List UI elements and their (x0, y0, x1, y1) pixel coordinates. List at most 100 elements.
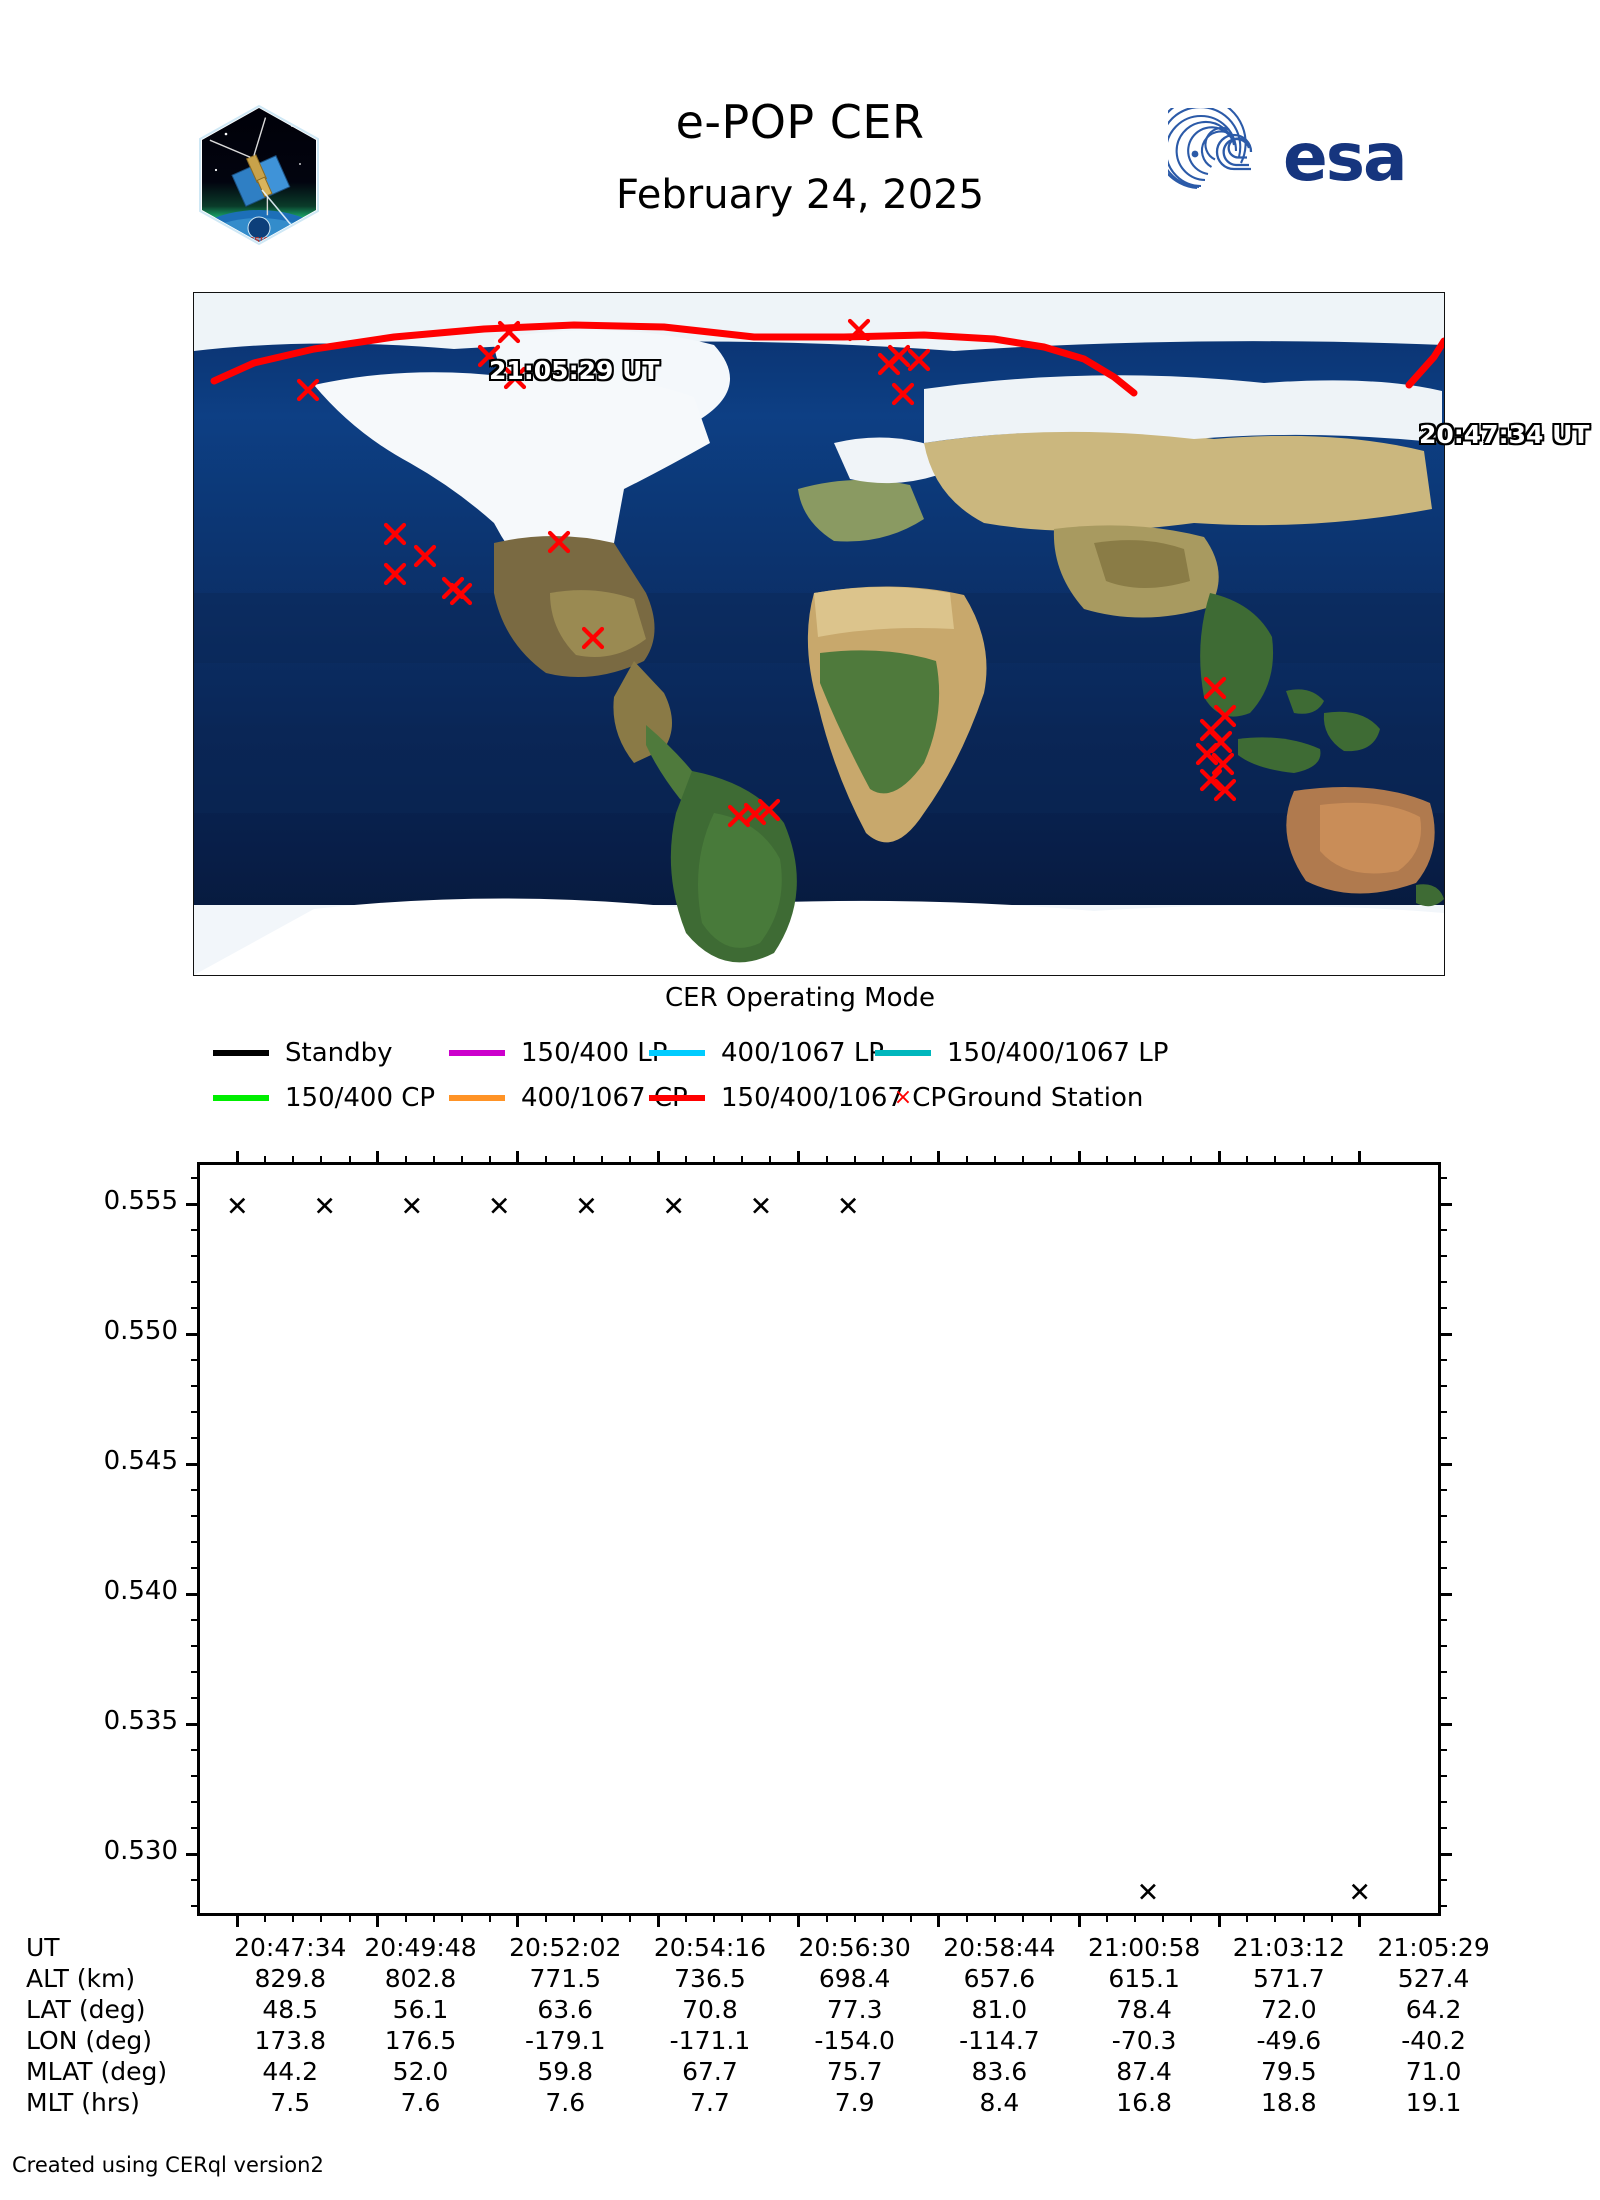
table-cell: 698.4 (818, 1964, 891, 1993)
y-axis-minor-tick (191, 1541, 200, 1543)
y-axis-minor-tick (191, 1385, 200, 1387)
page-header: CASSIOPE e-POP CER February 24, 2025 esa (0, 0, 1600, 280)
table-cell: 736.5 (674, 1964, 746, 1993)
x-axis-minor-tick (320, 1156, 323, 1165)
x-axis-major-tick (376, 1913, 380, 1927)
y-axis-minor-tick (1438, 1541, 1447, 1543)
legend-label: 150/400/1067 CP (721, 1082, 947, 1113)
table-cell: 829.8 (254, 1964, 327, 1993)
x-axis-minor-tick (292, 1156, 295, 1165)
world-map-orbit-track (193, 292, 1445, 976)
y-axis-major-tick (1438, 1592, 1452, 1596)
cassiope-mission-patch-logo: CASSIOPE (196, 104, 322, 246)
y-axis-minor-tick (1438, 1489, 1447, 1491)
data-point-marker: ✕ (313, 1191, 336, 1223)
table-cell: 7.9 (834, 2088, 875, 2117)
x-axis-minor-tick (1246, 1913, 1249, 1922)
x-axis-minor-tick (909, 1156, 912, 1165)
x-axis-minor-tick (601, 1156, 604, 1165)
x-axis-major-tick (937, 1151, 941, 1165)
x-axis-major-tick (516, 1151, 520, 1165)
x-axis-minor-tick (1190, 1913, 1193, 1922)
table-cell: 7.7 (690, 2088, 730, 2117)
x-axis-minor-tick (1134, 1156, 1137, 1165)
y-axis-minor-tick (191, 1359, 200, 1361)
x-axis-minor-tick (432, 1156, 435, 1165)
y-axis-tick-label: 0.550 (103, 1316, 178, 1346)
table-cell: 7.6 (400, 2088, 441, 2117)
legend-color-swatch (213, 1094, 269, 1101)
x-axis-minor-tick (1106, 1913, 1109, 1922)
table-cell: 20:52:02 (509, 1933, 622, 1962)
y-axis-major-tick (1438, 1852, 1452, 1856)
y-axis-minor-tick (191, 1619, 200, 1621)
y-axis-minor-tick (191, 1489, 200, 1491)
table-cell: 52.0 (392, 2057, 449, 2086)
table-row: ALT (km) 829.8 802.8 771.5 736.5 698.4 657.6 61… (26, 1963, 1506, 1994)
map-caption: CER Operating Mode (664, 983, 935, 1013)
x-axis-major-tick (235, 1913, 239, 1927)
table-cell: 56.1 (392, 1995, 449, 2024)
data-point-marker: ✕ (400, 1191, 424, 1223)
table-row-label: ALT (km) (26, 1964, 136, 1993)
x-axis-minor-tick (404, 1156, 407, 1165)
x-axis-major-tick (1217, 1913, 1221, 1927)
table-cell: 802.8 (384, 1964, 457, 1993)
y-axis-minor-tick (1438, 1437, 1447, 1439)
y-axis-minor-tick (191, 1775, 200, 1777)
x-axis-major-tick (796, 1913, 800, 1927)
table-cell: -70.3 (1111, 2026, 1177, 2055)
ephemeris-table: UT 20:47:34 20:49:48 20:52:02 20:54:16 20:56:… (26, 1932, 1506, 2118)
y-axis-minor-tick (191, 1281, 200, 1283)
x-axis-minor-tick (432, 1913, 435, 1922)
table-row-label: UT (26, 1933, 60, 1962)
table-cell: 21:05:29 (1377, 1933, 1490, 1962)
y-axis-minor-tick (191, 1307, 200, 1309)
x-axis-minor-tick (629, 1156, 632, 1165)
table-cell: 7.5 (270, 2088, 311, 2117)
x-axis-minor-tick (993, 1913, 996, 1922)
data-point-marker: ✕ (575, 1191, 598, 1223)
x-axis-minor-tick (629, 1913, 632, 1922)
x-axis-minor-tick (1134, 1913, 1137, 1922)
x-axis-minor-tick (1050, 1913, 1052, 1922)
svg-text:CASSIOPE: CASSIOPE (237, 236, 281, 245)
x-axis-minor-tick (1274, 1913, 1277, 1922)
x-axis-minor-tick (264, 1913, 267, 1922)
legend-label: 150/400 LP (521, 1037, 668, 1068)
x-axis-minor-tick (1021, 1913, 1024, 1922)
x-axis-minor-tick (488, 1913, 491, 1922)
data-point-marker: ✕ (1348, 1877, 1371, 1909)
legend-label: Ground Station (947, 1082, 1144, 1113)
legend-item-150-400-cp: 150/400 CP (213, 1083, 449, 1113)
x-axis-minor-tick (544, 1156, 547, 1165)
x-axis-minor-tick (573, 1913, 576, 1922)
data-point-marker: ✕ (226, 1191, 249, 1223)
table-cell: 75.7 (826, 2057, 883, 2086)
table-cell: 173.8 (254, 2026, 327, 2055)
y-axis-minor-tick (1438, 1567, 1447, 1569)
x-axis-minor-tick (348, 1913, 351, 1922)
y-axis-major-tick (1438, 1722, 1452, 1726)
x-axis-minor-tick (1274, 1156, 1277, 1165)
legend-item-150-400-lp: 150/400 LP (449, 1038, 667, 1068)
table-cell: 571.7 (1253, 1964, 1325, 1993)
operating-mode-legend: Standby 150/400 LP 400/1067 LP 150/400/1067… (213, 1030, 1443, 1120)
y-axis-minor-tick (1438, 1281, 1447, 1283)
y-axis-minor-tick (1438, 1749, 1447, 1751)
x-axis-minor-tick (965, 1156, 968, 1165)
y-axis-minor-tick (1438, 1515, 1447, 1517)
x-axis-minor-tick (1162, 1156, 1165, 1165)
y-axis-minor-tick (1438, 1697, 1447, 1699)
y-axis-minor-tick (191, 1801, 200, 1803)
x-axis-major-tick (1358, 1913, 1362, 1927)
table-cell: 70.8 (682, 1995, 738, 2024)
table-cell: 20:54:16 (653, 1933, 767, 1962)
table-cell: 48.5 (262, 1995, 319, 2024)
y-axis-minor-tick (1438, 1905, 1447, 1907)
legend-label: 150/400 CP (285, 1082, 436, 1113)
legend-label: 150/400/1067 LP (947, 1037, 1169, 1068)
x-axis-major-tick (1358, 1151, 1362, 1165)
y-axis-minor-tick (191, 1411, 200, 1413)
table-cell: 7.6 (545, 2088, 586, 2117)
